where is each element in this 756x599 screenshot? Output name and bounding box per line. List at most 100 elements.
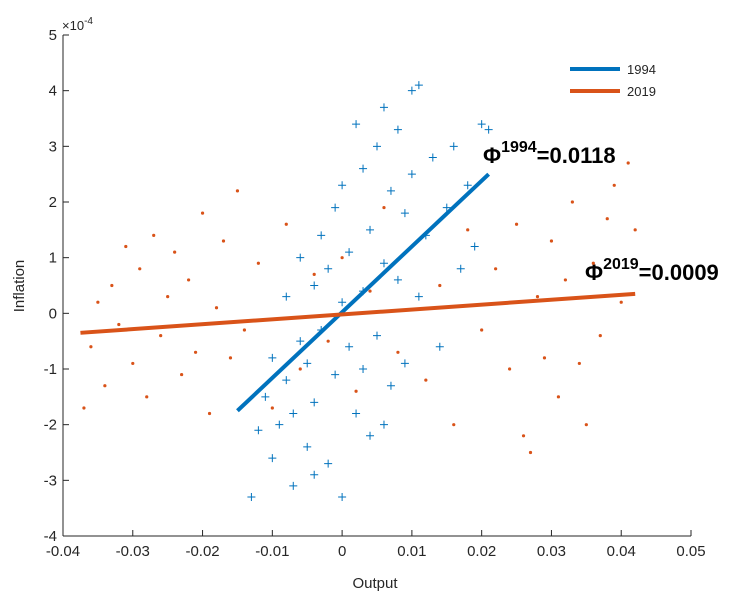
point [289, 481, 298, 490]
point [456, 264, 465, 273]
exponent-base: ×10 [62, 18, 84, 33]
point [352, 409, 361, 418]
point [591, 261, 595, 265]
fit-line [236, 172, 491, 413]
point [428, 153, 437, 162]
legend-label: 2019 [627, 84, 656, 99]
point [214, 306, 219, 310]
fit-line [80, 291, 636, 335]
point [326, 339, 330, 343]
point [598, 334, 602, 338]
point [331, 203, 340, 212]
point [373, 142, 381, 151]
point [131, 361, 135, 366]
point [407, 170, 416, 179]
point [207, 411, 212, 416]
point [396, 350, 400, 354]
point [619, 300, 623, 304]
point [612, 183, 616, 187]
point [103, 384, 107, 388]
point [570, 200, 574, 204]
point [480, 328, 484, 332]
point [331, 370, 340, 379]
point [312, 272, 316, 276]
point [298, 367, 302, 371]
point [338, 181, 347, 190]
point [340, 256, 344, 260]
point [317, 231, 326, 240]
point [187, 278, 191, 282]
point [379, 259, 388, 268]
legend-label: 1994 [627, 62, 656, 77]
point [145, 395, 149, 399]
point [159, 334, 163, 338]
point [435, 342, 444, 351]
point [605, 217, 609, 221]
point [556, 395, 561, 399]
annotation: Φ2019=0.0009 [585, 256, 719, 285]
point [466, 228, 470, 232]
y-tick-label: 1 [49, 250, 57, 267]
point [235, 189, 240, 193]
point [470, 242, 479, 251]
point [549, 239, 554, 243]
point [303, 442, 312, 451]
point [268, 353, 277, 362]
point [289, 409, 298, 418]
y-tick-label: -2 [44, 417, 57, 434]
point [166, 295, 170, 299]
point [563, 278, 568, 282]
x-tick-label: 0.02 [467, 543, 496, 560]
point [528, 450, 533, 455]
y-exponent: ×10-4 [62, 16, 93, 33]
point [414, 81, 423, 90]
point [110, 283, 114, 288]
point [626, 161, 630, 165]
point [373, 331, 381, 340]
annotation: Φ1994=0.0118 [483, 139, 616, 168]
y-tick-label: 4 [49, 83, 57, 100]
y-tick-label: 2 [49, 194, 57, 211]
point [282, 376, 291, 385]
point [338, 493, 347, 502]
point [507, 367, 512, 371]
point [577, 361, 581, 366]
point [324, 459, 333, 468]
point [270, 406, 274, 410]
point [310, 398, 319, 407]
point [494, 267, 498, 271]
annotation-superscript: 2019 [603, 256, 639, 273]
point [514, 222, 519, 226]
point [354, 389, 358, 393]
x-tick-label: -0.02 [185, 543, 219, 560]
point [152, 233, 156, 237]
x-tick-label: -0.04 [46, 543, 80, 560]
annotation-text: =0.0118 [537, 143, 616, 168]
point [438, 283, 442, 288]
point [407, 86, 416, 95]
point [173, 250, 177, 254]
point [368, 289, 372, 293]
point [366, 225, 375, 234]
y-tick-label: -3 [44, 472, 57, 489]
point [228, 356, 233, 360]
point [138, 267, 142, 271]
point [338, 298, 347, 307]
x-tick-label: 0.05 [676, 543, 705, 560]
point [386, 381, 395, 390]
point [284, 222, 288, 226]
point [200, 211, 205, 215]
x-tick-label: -0.01 [255, 543, 289, 560]
x-tick-label: -0.03 [116, 543, 150, 560]
y-tick-label: 0 [49, 305, 57, 322]
annotation-symbol: Φ [483, 143, 501, 168]
point [535, 295, 540, 299]
point [254, 426, 263, 435]
point [345, 342, 354, 351]
point [324, 264, 333, 273]
point [400, 209, 409, 218]
point [521, 434, 526, 438]
annotation-superscript: 1994 [501, 139, 537, 156]
